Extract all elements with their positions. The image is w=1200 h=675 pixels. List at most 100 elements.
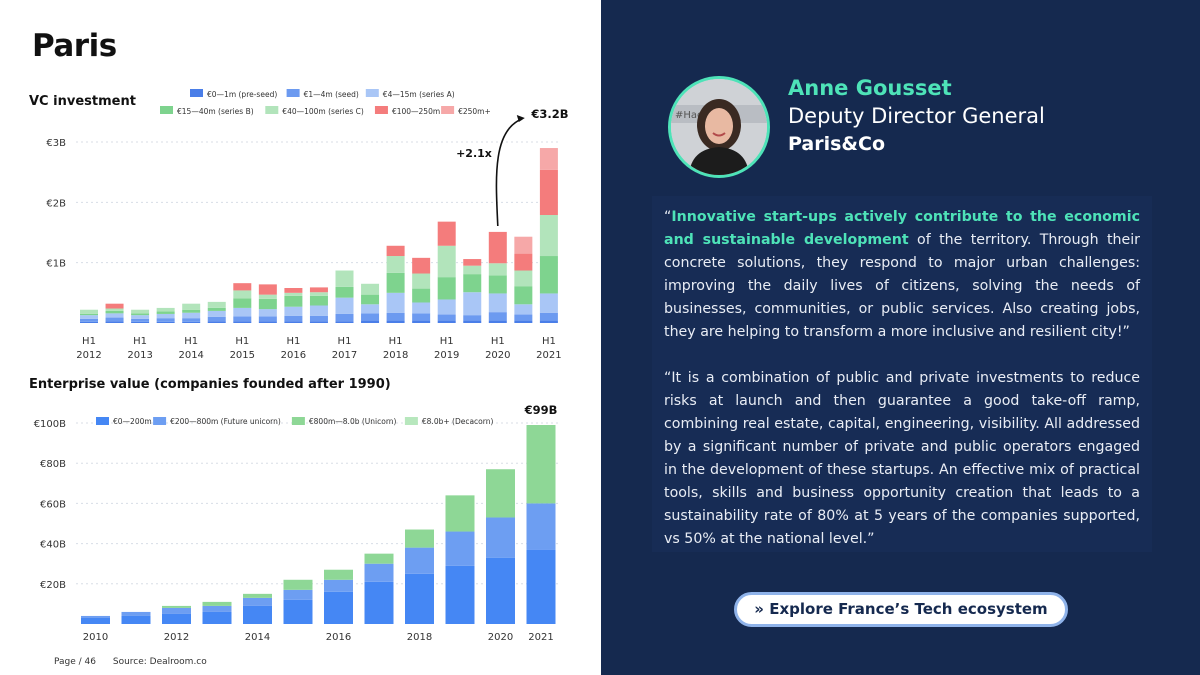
vc-bar-16-s0: [488, 320, 507, 323]
vc-legend-swatch-1: [286, 89, 300, 97]
vc-x-tick-year-5: 2017: [332, 350, 357, 361]
vc-bar-10-s4: [335, 270, 354, 287]
vc-bar-12-s5: [386, 245, 405, 257]
ev-bar-2-s0: [162, 613, 191, 624]
vc-bar-16-s5: [488, 231, 507, 264]
vc-bar-17-s5: [514, 253, 533, 271]
person-role: Deputy Director General: [788, 104, 1045, 128]
ev-total-label: €99B: [524, 403, 558, 417]
footer: Page / 46 Source: Dealroom.co: [54, 657, 221, 667]
vc-growth-arrowhead: [516, 115, 525, 122]
vc-y-tick-2: €3B: [46, 138, 66, 149]
vc-bar-17-s6: [514, 236, 533, 254]
ev-legend-swatch-1: [153, 417, 167, 425]
vc-bar-18-s0: [539, 320, 558, 323]
quote-highlight: Innovative start-ups actively contribute…: [664, 209, 1140, 248]
vc-bar-13-s2: [412, 302, 431, 314]
ev-bar-10-s0: [486, 557, 515, 624]
vc-bar-6-s3: [233, 298, 252, 308]
vc-bar-8-s3: [284, 295, 303, 307]
vc-bar-15-s4: [463, 265, 482, 275]
vc-bar-17-s4: [514, 270, 533, 287]
vc-bar-6-s4: [233, 290, 252, 299]
ev-bar-11-s2: [526, 425, 556, 504]
vc-bar-16-s1: [488, 312, 507, 321]
vc-legend-label-1: €1—4m (seed): [304, 90, 359, 99]
vc-bar-3-s4: [156, 307, 175, 312]
vc-x-tick-year-2: 2014: [178, 350, 203, 361]
vc-bar-15-s1: [463, 315, 482, 321]
vc-bar-0-s4: [80, 309, 98, 314]
ev-legend-label-2: €800m—8.0b (Unicorn): [309, 417, 397, 426]
quote-open-mark: “: [664, 209, 672, 225]
vc-bar-17-s0: [514, 320, 533, 323]
ev-x-tick-0: 2010: [83, 632, 108, 643]
ev-legend-swatch-2: [291, 417, 305, 425]
vc-legend-swatch-5: [374, 106, 388, 114]
vc-bar-9-s5: [309, 287, 328, 293]
vc-bar-10-s2: [335, 297, 354, 314]
vc-bar-0-s1: [80, 318, 98, 322]
vc-legend-label-2: €4—15m (series A): [383, 90, 455, 99]
vc-bar-6-s5: [233, 283, 252, 291]
vc-bar-15-s0: [463, 320, 482, 323]
vc-y-tick-1: €2B: [46, 198, 66, 209]
vc-bar-11-s2: [361, 304, 380, 314]
vc-bar-5-s0: [207, 321, 226, 323]
ev-x-tick-5: 2020: [488, 632, 513, 643]
photo-backdrop-text: #Hac: [675, 110, 703, 121]
ev-bar-7-s0: [364, 581, 394, 624]
quote-card: [652, 196, 1152, 552]
ev-bar-4-s2: [243, 593, 272, 598]
vc-bar-9-s1: [309, 315, 328, 322]
vc-legend-swatch-3: [160, 106, 173, 114]
vc-x-tick-year-1: 2013: [127, 350, 152, 361]
vc-bar-14-s3: [437, 277, 456, 300]
vc-bar-7-s2: [258, 309, 277, 317]
vc-bar-3-s0: [156, 321, 175, 323]
vc-bar-5-s1: [207, 316, 226, 322]
ev-bar-5-s0: [283, 599, 313, 624]
ev-bar-10-s2: [486, 469, 515, 518]
vc-bar-7-s3: [258, 298, 277, 310]
vc-bar-3-s2: [156, 313, 175, 319]
vc-bar-11-s3: [361, 294, 380, 305]
ev-bar-7-s1: [364, 563, 394, 582]
ev-x-tick-6: 2021: [528, 632, 553, 643]
vc-bar-6-s2: [233, 307, 252, 317]
ev-bar-8-s0: [405, 573, 434, 624]
vc-bar-16-s2: [488, 293, 507, 313]
vc-bar-10-s3: [335, 286, 354, 298]
ev-bar-3-s1: [202, 605, 232, 612]
vc-legend-label-6: €250m+: [458, 107, 491, 116]
vc-x-tick-h-5: H1: [338, 336, 352, 347]
vc-legend-swatch-4: [265, 106, 279, 114]
ev-chart-title: Enterprise value (companies founded afte…: [29, 377, 391, 392]
vc-bar-2-s0: [131, 321, 150, 323]
vc-bar-3-s3: [156, 311, 175, 314]
vc-bar-12-s4: [386, 256, 405, 273]
vc-x-tick-year-4: 2016: [281, 350, 306, 361]
enterprise-value-chart: €20B €40B €60B €80B €100B 2010 2012 2014 2016 201…: [34, 403, 560, 643]
vc-bar-8-s1: [284, 315, 303, 322]
vc-bar-16-s3: [488, 275, 507, 294]
vc-bar-14-s1: [437, 314, 456, 321]
left-panel: Paris VC investment €1B €2B €3B H1 2012 H1 201…: [29, 28, 569, 667]
ev-bar-1-s1: [121, 611, 151, 616]
person-name: Anne Gousset: [788, 76, 952, 100]
ev-bar-2-s2: [162, 605, 191, 608]
vc-x-tick-year-6: 2018: [383, 350, 408, 361]
vc-bar-14-s4: [437, 245, 456, 278]
vc-bar-4-s1: [182, 318, 201, 322]
vc-bar-4-s3: [182, 309, 201, 313]
explore-ecosystem-button[interactable]: » Explore France’s Tech ecosystem: [734, 592, 1068, 627]
vc-bar-12-s0: [386, 320, 405, 323]
ev-bar-5-s2: [283, 579, 313, 590]
ev-bar-3-s0: [202, 611, 232, 624]
vc-bar-11-s0: [361, 320, 380, 323]
ev-legend-swatch-3: [404, 417, 418, 425]
ev-legend-label-0: €0—200m: [113, 417, 152, 426]
vc-x-tick-year-8: 2020: [485, 350, 510, 361]
source-note: Source: Dealroom.co: [112, 657, 207, 667]
vc-bar-11-s1: [361, 313, 380, 321]
